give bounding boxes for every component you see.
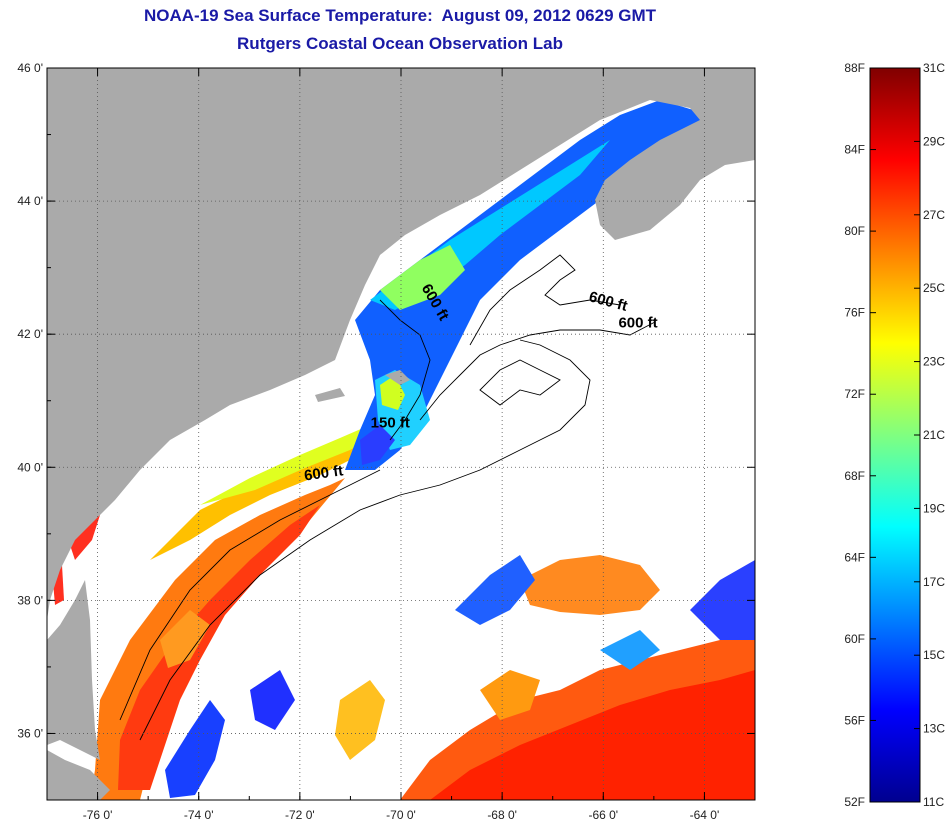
isobath-label: 600 ft — [303, 462, 344, 484]
celsius-label: 21C — [923, 428, 945, 442]
celsius-label: 23C — [923, 355, 945, 369]
sst-gulf-of-maine — [345, 100, 730, 470]
lat-tick-label: 36 0' — [17, 726, 43, 740]
fahrenheit-label: 60F — [844, 632, 865, 646]
lon-tick-label: -74 0' — [184, 808, 214, 822]
lat-tick-label: 38 0' — [17, 593, 43, 607]
fahrenheit-label: 56F — [844, 713, 865, 727]
axis-ticks: -76 0' -74 0' -72 0' -70 0' -68 0' -66 0' -64 … — [17, 61, 756, 822]
fahrenheit-label: 52F — [844, 795, 865, 809]
celsius-label: 29C — [923, 134, 945, 148]
fahrenheit-label: 80F — [844, 224, 865, 238]
fahrenheit-label: 64F — [844, 550, 865, 564]
isobath-label: 150 ft — [371, 414, 410, 431]
lat-tick-label: 44 0' — [17, 194, 43, 208]
fahrenheit-label: 88F — [844, 61, 865, 75]
isobath-label: 600 ft — [618, 315, 657, 332]
celsius-label: 11C — [923, 795, 944, 809]
lon-tick-label: -72 0' — [285, 808, 315, 822]
lon-tick-label: -68 0' — [487, 808, 517, 822]
fahrenheit-label: 76F — [844, 306, 865, 320]
sst-offshore-warm — [250, 555, 755, 800]
celsius-label: 13C — [923, 722, 945, 736]
map-subtitle: Rutgers Coastal Ocean Observation Lab — [237, 34, 563, 53]
fahrenheit-label: 72F — [844, 387, 865, 401]
sst-warm-coastal-band — [90, 425, 385, 800]
celsius-label: 25C — [923, 281, 945, 295]
lon-tick-label: -70 0' — [386, 808, 416, 822]
fahrenheit-label: 84F — [844, 143, 865, 157]
temperature-colorbar: 88F 84F 80F 76F 72F 68F 64F 60F 56F 52F 31C 29C 27C 2… — [844, 61, 945, 809]
celsius-label: 15C — [923, 648, 945, 662]
celsius-label: 27C — [923, 208, 945, 222]
celsius-label: 17C — [923, 575, 945, 589]
celsius-label: 31C — [923, 61, 945, 75]
lat-tick-label: 40 0' — [17, 460, 43, 474]
lon-tick-label: -64 0' — [690, 808, 720, 822]
lat-tick-label: 46 0' — [17, 61, 43, 75]
fahrenheit-label: 68F — [844, 469, 865, 483]
lat-tick-label: 42 0' — [17, 327, 43, 341]
lon-tick-label: -76 0' — [83, 808, 113, 822]
celsius-label: 19C — [923, 501, 945, 515]
map-title: NOAA-19 Sea Surface Temperature: August … — [143, 6, 657, 25]
colorbar-gradient — [869, 67, 921, 803]
lon-tick-label: -66 0' — [588, 808, 618, 822]
land — [47, 68, 755, 800]
